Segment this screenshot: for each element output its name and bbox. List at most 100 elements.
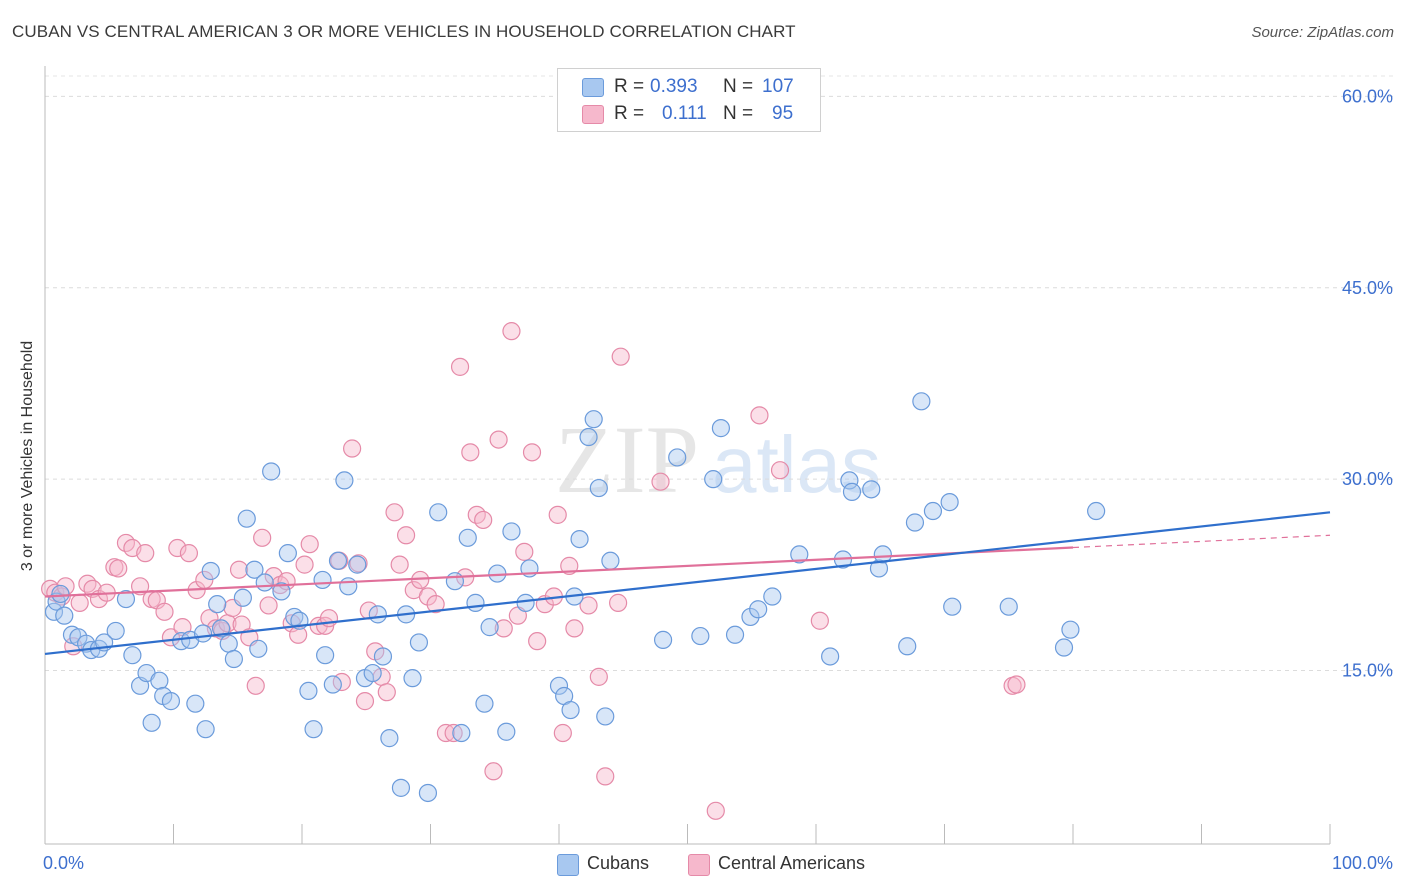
cubans-point-59: [445, 572, 465, 591]
cubans-point-89: [790, 545, 809, 564]
cubans-point-97: [898, 637, 917, 656]
central-americans-point-80: [553, 723, 572, 743]
cubans-point-25: [208, 595, 227, 614]
central-americans-point-54: [377, 683, 396, 702]
r-value: 0.393: [650, 76, 698, 97]
central-americans-point-34: [253, 528, 272, 547]
central-americans-point-22: [179, 544, 199, 563]
cubans-point-40: [304, 720, 323, 739]
central-americans-point-89: [706, 801, 725, 820]
central-americans-point-85: [596, 767, 615, 786]
cubans-point-15: [142, 713, 161, 732]
cubans-point-104: [1054, 638, 1074, 657]
cubans-point-11: [116, 589, 136, 609]
axes: [44, 66, 1331, 845]
cubans-point-10: [106, 621, 125, 641]
central-americans-point-88: [651, 472, 670, 491]
cubans-point-105: [1061, 620, 1080, 639]
cubans-point-76: [584, 410, 603, 429]
central-americans-point-20: [168, 538, 187, 558]
cubans-legend-label: Cubans: [587, 853, 650, 873]
central-americans-trend-line: [44, 546, 1074, 598]
cubans-point-3: [55, 606, 74, 625]
cubans-point-79: [601, 551, 620, 570]
cubans-point-66: [497, 722, 516, 741]
cubans-point-106: [1087, 501, 1106, 521]
cubans-point-68: [516, 593, 535, 612]
chart-title: CUBAN VS CENTRAL AMERICAN 3 OR MORE VEHI…: [12, 22, 796, 41]
central-americans-point-92: [810, 611, 829, 630]
central-americans-point-83: [579, 596, 598, 615]
central-americans-point-5: [70, 593, 89, 612]
cubans-swatch: [582, 78, 604, 97]
cubans-point-78: [596, 707, 615, 726]
cubans-point-93: [842, 482, 862, 501]
central-americans-point-68: [474, 510, 493, 530]
cubans-point-83: [704, 470, 723, 489]
cubans-point-98: [905, 513, 925, 532]
cubans-point-33: [255, 573, 274, 592]
cubans-point-61: [458, 528, 477, 547]
cubans-point-64: [480, 618, 499, 637]
central-americans-point-66: [461, 443, 480, 462]
central-americans-point-25: [200, 609, 219, 628]
cubans-point-70: [549, 676, 569, 695]
cubans-point-75: [579, 427, 598, 447]
cubans-point-90: [821, 647, 840, 666]
cubans-point-102: [943, 597, 962, 616]
central-americans-point-48: [343, 439, 362, 458]
central-americans-point-14: [130, 577, 150, 596]
central-americans-swatch: [582, 105, 604, 124]
source-label: Source: ZipAtlas.com: [1251, 24, 1394, 41]
cubans-point-57: [418, 783, 438, 803]
cubans-point-67: [502, 522, 521, 541]
trend-lines: [44, 511, 1331, 656]
x-tick-label-0: 0.0%: [43, 853, 84, 873]
central-americans-trend-extension: [1072, 534, 1331, 549]
central-americans-point-33: [246, 676, 265, 695]
y-tick-label-2: 45.0%: [1342, 278, 1393, 298]
cubans-point-42: [316, 646, 335, 665]
central-americans-point-6: [78, 574, 97, 593]
central-americans-point-84: [589, 667, 608, 686]
central-americans-point-64: [450, 357, 470, 376]
central-americans-point-90: [750, 406, 769, 425]
central-americans-point-63: [444, 723, 463, 743]
r-value: 0.111: [662, 103, 707, 124]
cubans-point-24: [201, 561, 220, 581]
watermark-atlas: atlas: [712, 420, 881, 509]
central-americans-legend-label: Central Americans: [718, 853, 866, 873]
y-tick-label-3: 60.0%: [1342, 86, 1393, 106]
r-label: R =: [614, 76, 645, 97]
cubans-point-41: [313, 570, 332, 590]
cubans-point-88: [763, 587, 782, 606]
cubans-legend-swatch: [557, 854, 579, 876]
cubans-point-84: [711, 419, 731, 438]
cubans-point-45: [335, 471, 354, 490]
cubans-point-30: [237, 509, 256, 528]
cubans-point-72: [561, 700, 580, 720]
cubans-point-28: [224, 649, 243, 669]
cubans-point-52: [380, 729, 399, 748]
cubans-point-58: [429, 503, 448, 522]
central-americans-point-94: [1007, 675, 1026, 694]
central-americans-point-49: [349, 554, 368, 573]
cubans-point-100: [923, 501, 943, 521]
cubans-point-44: [328, 551, 348, 570]
tick-labels: 15.0% 30.0% 45.0% 60.0% 0.0% 100.0%: [43, 86, 1393, 873]
cubans-point-85: [725, 625, 745, 644]
central-americans-point-74: [515, 542, 534, 561]
cubans-point-65: [488, 564, 507, 583]
cubans-point-27: [219, 634, 238, 653]
cubans-point-31: [245, 560, 264, 579]
central-americans-point-43: [309, 616, 328, 635]
central-americans-point-61: [426, 595, 445, 614]
cubans-point-50: [368, 605, 387, 624]
central-americans-point-11: [109, 559, 128, 578]
cubans-point-18: [161, 692, 181, 711]
cubans-point-96: [873, 545, 892, 564]
central-americans-point-15: [136, 544, 155, 563]
y-tick-label-0: 15.0%: [1342, 660, 1393, 680]
cubans-point-47: [348, 555, 367, 574]
cubans-point-103: [999, 597, 1018, 616]
